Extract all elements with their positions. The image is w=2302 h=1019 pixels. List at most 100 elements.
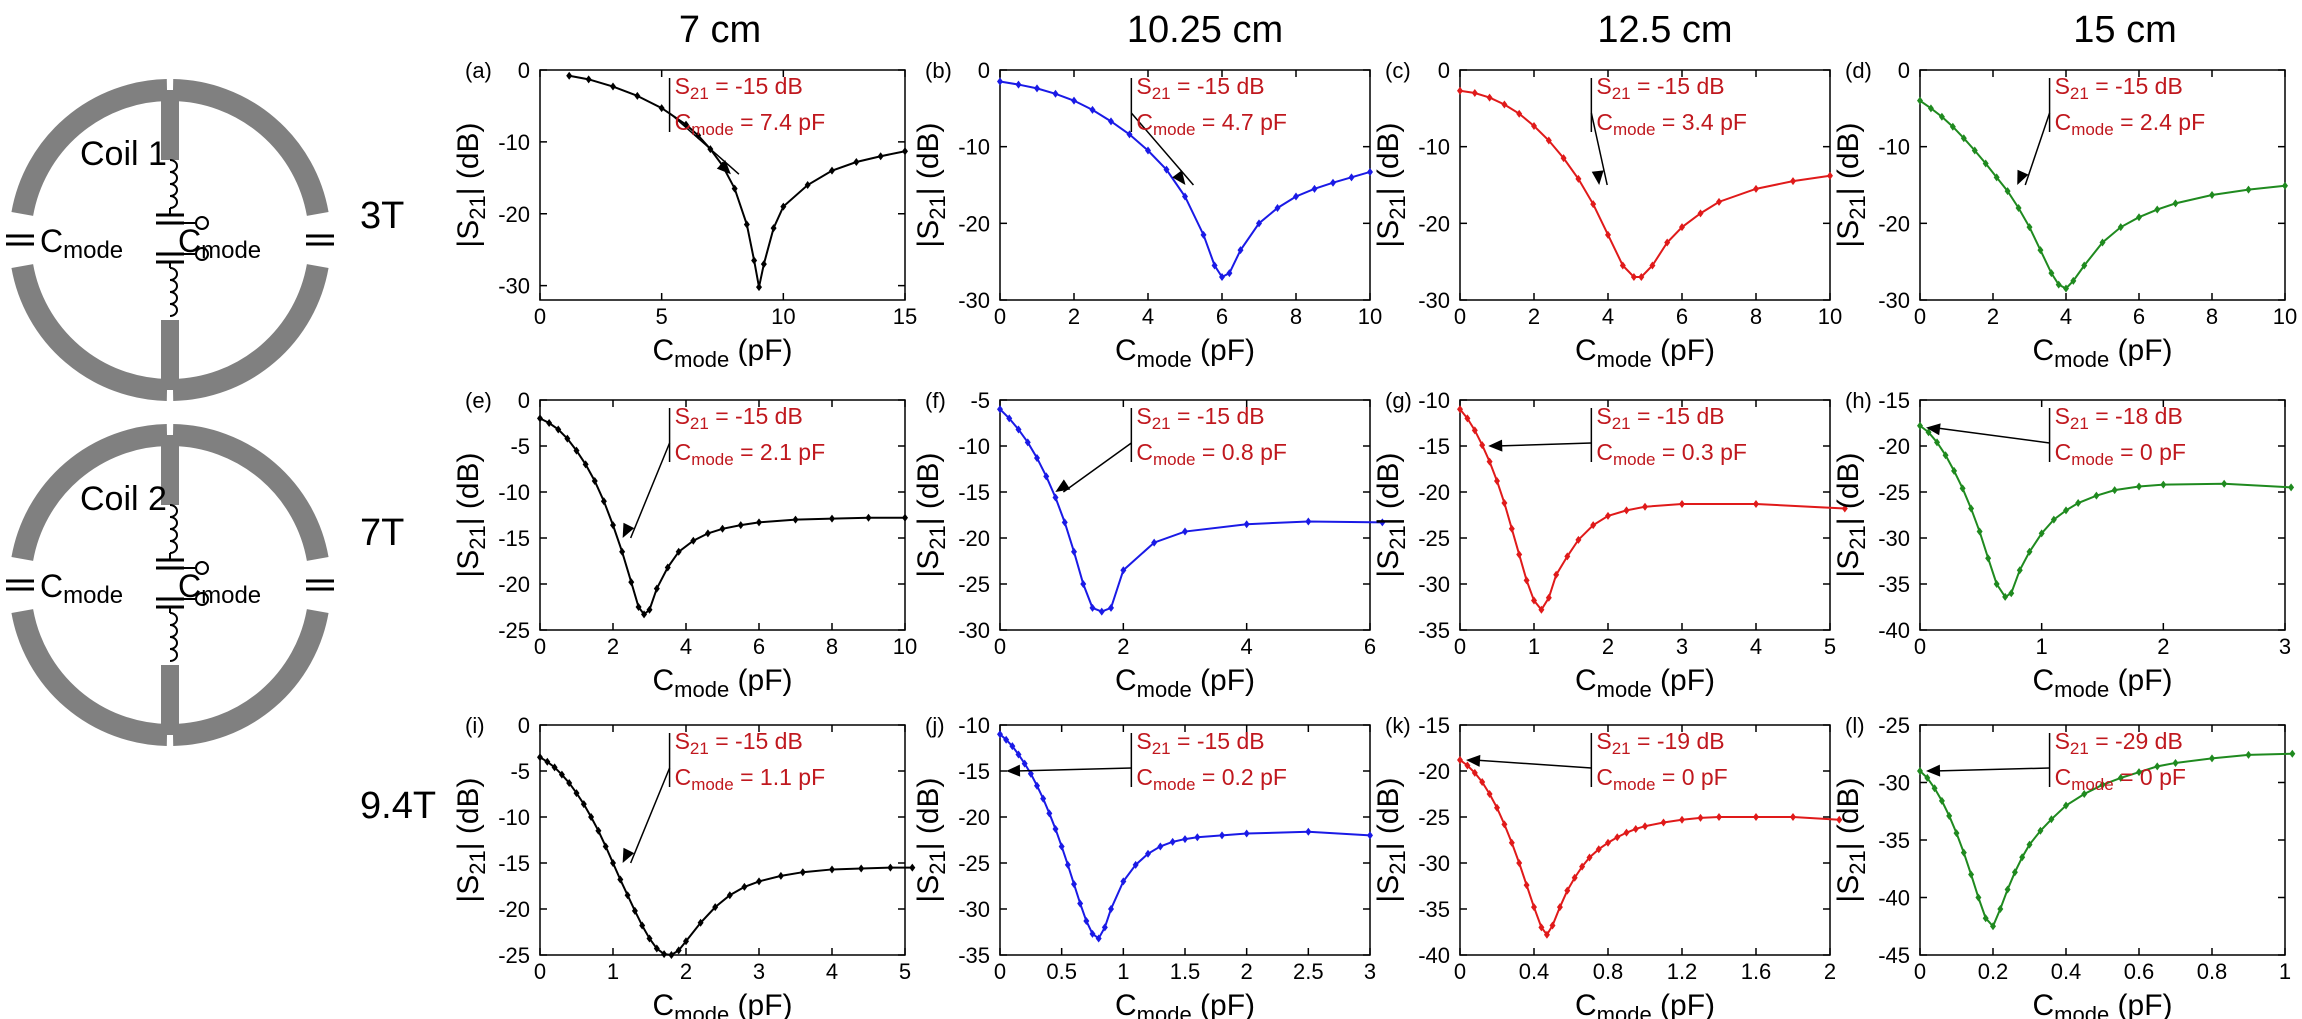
data-point xyxy=(1523,576,1530,585)
data-point xyxy=(537,414,543,423)
panel-label: (b) xyxy=(925,58,952,83)
data-point xyxy=(1660,818,1667,827)
data-point xyxy=(1697,813,1704,822)
x-tick-label: 1 xyxy=(2279,959,2291,984)
x-tick-label: 2 xyxy=(1241,959,1253,984)
coil-center-bar-top xyxy=(161,90,179,160)
chart-panel: 0 0.2 0.4 0.6 0.8 1 -25 -30 -35 -40 -45 (l) Cmode (p… xyxy=(1832,713,2296,1019)
arrowhead-icon xyxy=(1172,170,1186,185)
annotation-cmode: Cmode = 0 pF xyxy=(2055,764,2186,794)
panel-label: (c) xyxy=(1385,58,1411,83)
data-point xyxy=(1464,761,1471,770)
panel-label: (a) xyxy=(465,58,492,83)
annotation-arrow xyxy=(1473,759,1592,769)
x-tick-label: 0.8 xyxy=(2197,959,2228,984)
data-point xyxy=(1330,178,1336,187)
coil-center-bar-bottom xyxy=(161,320,179,390)
data-point xyxy=(1486,93,1493,102)
column-header-7cm: 7 cm xyxy=(679,9,761,51)
x-tick-label: 0 xyxy=(534,634,546,659)
x-tick-label: 0.4 xyxy=(1519,959,1550,984)
y-tick-label: -10 xyxy=(958,713,990,738)
x-tick-label: 5 xyxy=(1824,634,1836,659)
annotation-cmode: Cmode = 7.4 pF xyxy=(675,109,826,139)
chart-panels: 0 5 10 150-10-20-30(a)Cmode (pF)|S21| (dB)S… xyxy=(452,58,2297,1019)
data-point xyxy=(997,730,1003,739)
y-tick-label: -20 xyxy=(1878,434,1910,459)
x-axis-label: Cmode (pF) xyxy=(652,334,792,372)
panel-label: (f) xyxy=(925,388,946,413)
data-point xyxy=(1531,903,1537,912)
data-point xyxy=(558,770,565,779)
x-tick-label: 6 xyxy=(1364,634,1376,659)
y-tick-label: -20 xyxy=(498,572,530,597)
data-point xyxy=(799,868,806,877)
data-point xyxy=(602,842,609,851)
x-tick-label: 6 xyxy=(753,634,765,659)
data-point xyxy=(1043,472,1050,481)
chart-panel: 0 2 4 6 -5 -10 -15 -20 -25 -30 (f) Cmode (pF) |S21| … xyxy=(912,388,1386,702)
data-point xyxy=(2209,190,2215,199)
data-point xyxy=(2070,276,2077,285)
data-point xyxy=(641,610,648,619)
plot-area xyxy=(1919,724,2286,956)
data-point xyxy=(741,882,748,891)
annotation-s21: S21 = -15 dB xyxy=(675,728,803,758)
data-point xyxy=(610,82,616,91)
capacitor-gap xyxy=(304,571,336,599)
x-axis-label: Cmode (pF) xyxy=(2032,989,2172,1019)
data-point xyxy=(1027,769,1034,778)
annotation-s21: S21 = -18 dB xyxy=(2055,403,2183,433)
x-tick-label: 0 xyxy=(994,634,1006,659)
data-point xyxy=(1508,524,1515,533)
y-tick-label: -25 xyxy=(1878,713,1910,738)
data-point xyxy=(756,518,762,527)
x-tick-label: 1.6 xyxy=(1741,959,1772,984)
data-point xyxy=(997,405,1003,414)
data-point xyxy=(1951,466,1958,475)
panel-label: (e) xyxy=(465,388,492,413)
data-point xyxy=(2160,480,2167,489)
cmode-label: Cmode xyxy=(178,568,261,609)
data-point xyxy=(1953,829,1960,838)
data-point xyxy=(1638,273,1645,281)
data-point xyxy=(1108,603,1114,612)
data-point xyxy=(1293,192,1299,201)
data-point xyxy=(2136,213,2142,222)
arrowhead-icon xyxy=(1466,754,1481,767)
row-label-9-4t: 9.4T xyxy=(360,785,436,827)
data-point xyxy=(646,934,653,943)
data-point xyxy=(2154,762,2161,771)
data-point xyxy=(1457,86,1463,95)
data-point xyxy=(1508,838,1515,847)
data-point xyxy=(1095,934,1102,943)
data-point xyxy=(566,71,573,80)
inductor-icon xyxy=(169,504,178,554)
x-tick-label: 0 xyxy=(1454,634,1466,659)
data-point xyxy=(1938,112,1945,121)
data-point xyxy=(737,521,744,530)
data-point xyxy=(1697,209,1704,218)
x-tick-label: 1 xyxy=(1117,959,1129,984)
data-point xyxy=(1614,833,1621,842)
coil-label: Coil 1 xyxy=(80,135,167,173)
data-point xyxy=(1993,173,2000,182)
annotation-cmode: Cmode = 4.7 pF xyxy=(1136,109,1287,139)
data-point xyxy=(1157,842,1164,851)
x-tick-label: 3 xyxy=(1364,959,1376,984)
y-tick-label: -35 xyxy=(1878,828,1910,853)
data-point xyxy=(858,864,865,873)
data-point xyxy=(1531,121,1537,130)
plot-area xyxy=(539,399,906,631)
plot-area xyxy=(1919,69,2286,301)
x-tick-label: 0.4 xyxy=(2051,959,2082,984)
data-point xyxy=(1564,886,1571,895)
data-point xyxy=(2136,482,2142,491)
y-axis-label: |S21| (dB) xyxy=(912,452,950,577)
annotation-s21: S21 = -15 dB xyxy=(1136,73,1264,103)
data-point xyxy=(628,578,635,587)
annotation-cmode: Cmode = 0.3 pF xyxy=(1596,439,1747,469)
y-tick-label: -10 xyxy=(498,480,530,505)
y-tick-label: -25 xyxy=(498,943,530,968)
